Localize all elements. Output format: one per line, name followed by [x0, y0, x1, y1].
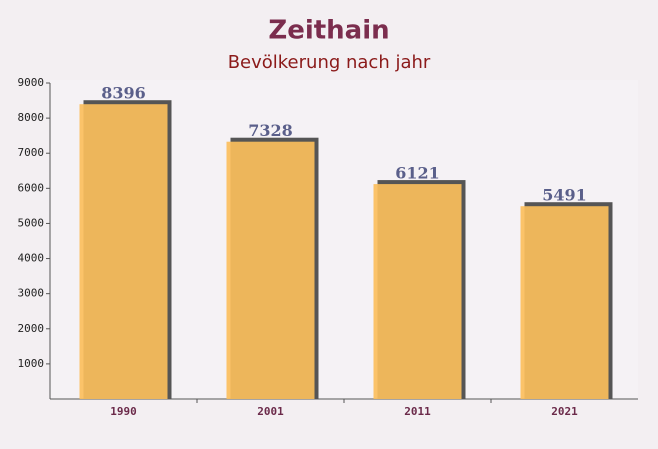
- y-tick-label: 8000: [18, 111, 45, 124]
- y-tick-label: 6000: [18, 181, 45, 194]
- y-tick-label: 9000: [18, 76, 45, 89]
- x-tick-label: 2001: [257, 405, 284, 418]
- value-label: 6121: [395, 164, 440, 183]
- bar: [79, 104, 168, 400]
- value-label: 8396: [101, 84, 146, 103]
- chart-title: Zeithain: [268, 16, 389, 46]
- y-tick-label: 4000: [18, 252, 45, 265]
- x-tick-label: 2021: [551, 405, 578, 418]
- y-tick-label: 7000: [18, 146, 45, 159]
- x-tick-label: 2011: [404, 405, 431, 418]
- chart-subtitle: Bevölkerung nach jahr: [228, 52, 431, 73]
- y-tick-label: 1000: [18, 357, 45, 370]
- y-tick-label: 3000: [18, 287, 45, 300]
- bar: [226, 141, 315, 399]
- bar: [520, 206, 609, 399]
- value-label: 7328: [248, 121, 293, 140]
- y-tick-label: 2000: [18, 322, 45, 335]
- bar: [373, 184, 462, 399]
- y-tick-label: 5000: [18, 216, 45, 229]
- x-tick-label: 1990: [110, 405, 137, 418]
- value-label: 5491: [542, 186, 587, 205]
